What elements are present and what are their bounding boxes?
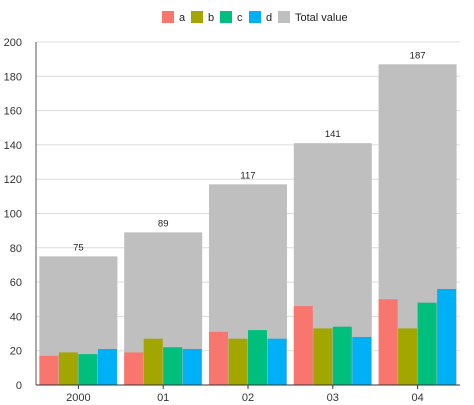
bar-series-c <box>417 302 437 385</box>
legend-label: c <box>237 12 243 24</box>
y-tick-label: 180 <box>4 71 22 83</box>
y-tick-label: 200 <box>4 37 22 49</box>
bar-series-d <box>437 288 457 385</box>
bar-series-d <box>267 338 287 385</box>
legend-swatch-a <box>162 11 174 23</box>
x-tick-label: 02 <box>242 392 254 404</box>
legend-label: Total value <box>295 12 348 24</box>
bar-series-c <box>248 330 268 385</box>
y-tick-label: 160 <box>4 106 22 118</box>
bar-series-b <box>398 328 418 385</box>
legend-swatch-c <box>220 11 232 23</box>
x-tick-label: 03 <box>327 392 339 404</box>
legend-label: d <box>266 12 272 24</box>
bar-series-d <box>182 348 202 385</box>
bars <box>39 64 457 386</box>
total-data-label: 117 <box>240 170 255 181</box>
x-tick-label: 01 <box>157 392 169 404</box>
legend: a b c d Total value <box>162 11 348 24</box>
bar-series-b <box>58 352 78 385</box>
y-tick-label: 100 <box>4 209 22 221</box>
axes: 0 20 40 60 80 100 120 140 160 180 200 2000 01 02 03 04 <box>4 37 460 404</box>
y-tick-label: 140 <box>4 140 22 152</box>
legend-swatch-b <box>191 11 203 23</box>
legend-swatch-d <box>249 11 261 23</box>
bar-series-c <box>332 326 352 385</box>
total-data-label: 89 <box>158 218 169 229</box>
bar-series-a <box>378 299 398 385</box>
bar-series-c <box>78 354 98 385</box>
legend-label: b <box>208 12 214 24</box>
y-tick-label: 80 <box>10 243 22 255</box>
data-labels: 75 89 117 141 187 <box>73 50 425 253</box>
legend-swatch-total-value <box>278 11 290 23</box>
y-tick-label: 0 <box>16 380 22 392</box>
bar-series-a <box>124 352 144 385</box>
total-data-label: 141 <box>325 129 341 140</box>
bar-series-a <box>39 355 59 385</box>
y-tick-label: 120 <box>4 174 22 186</box>
bar-series-a <box>208 331 228 385</box>
x-tick-label: 04 <box>411 392 423 404</box>
bar-series-b <box>143 338 163 385</box>
y-tick-label: 20 <box>10 346 22 358</box>
y-tick-label: 40 <box>10 311 22 323</box>
legend-label: a <box>179 12 186 24</box>
bar-series-d <box>352 336 372 385</box>
bar-series-a <box>293 306 313 385</box>
bar-series-c <box>163 347 183 385</box>
total-data-label: 75 <box>73 242 84 253</box>
y-tick-label: 60 <box>10 277 22 289</box>
bar-series-b <box>228 338 248 385</box>
x-tick-label: 2000 <box>66 392 90 404</box>
bar-series-d <box>97 348 117 385</box>
bar-series-b <box>313 328 333 385</box>
total-data-label: 187 <box>410 50 426 61</box>
